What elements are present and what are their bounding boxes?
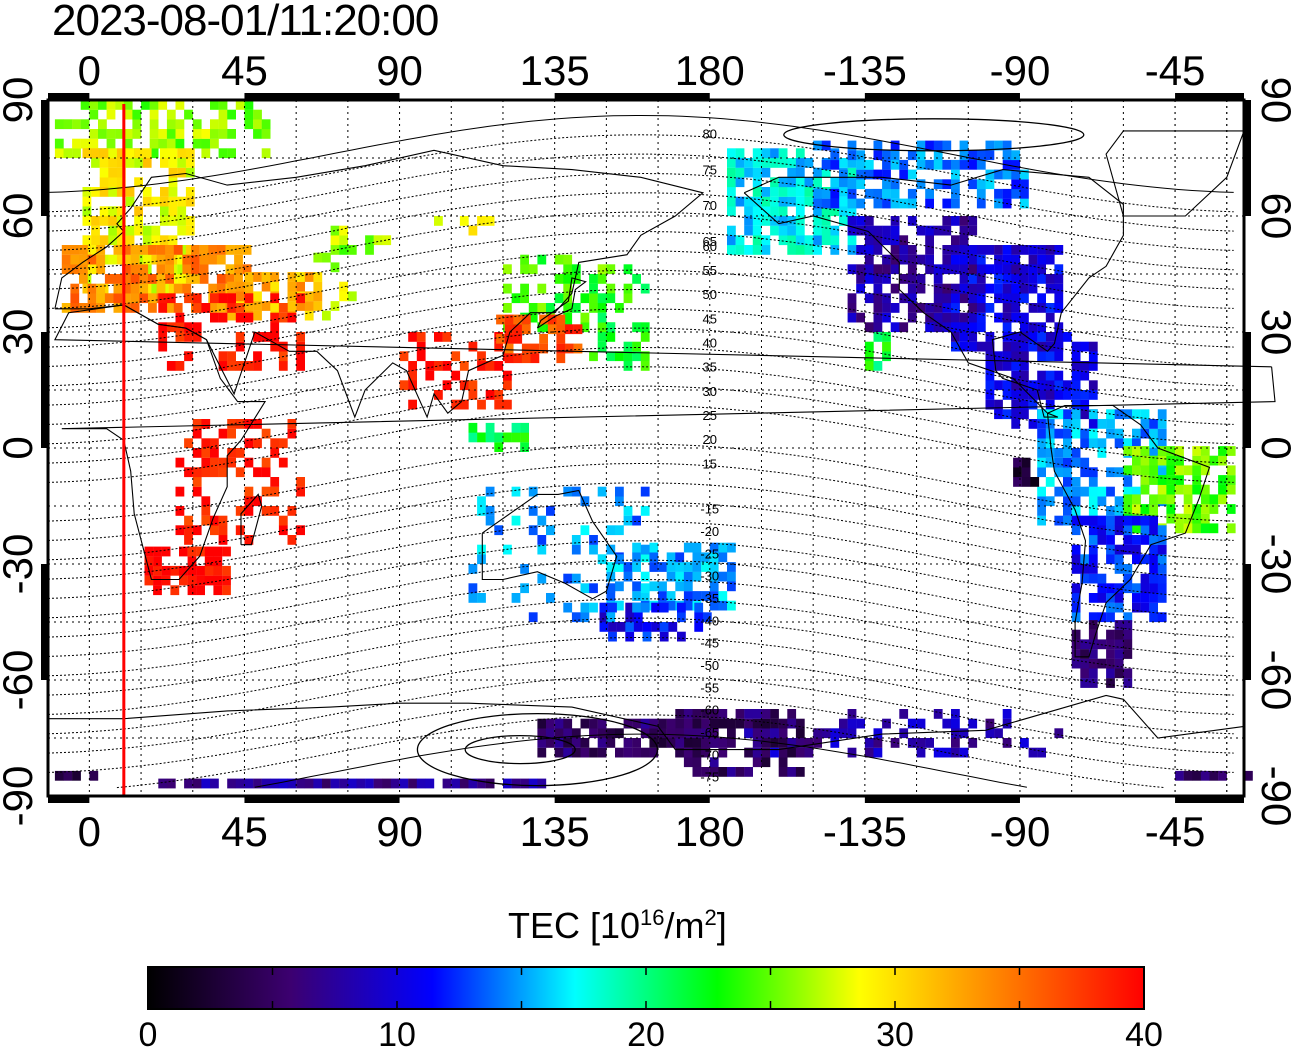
lat-tick-left: -60 [0, 650, 41, 711]
mlat-label: -50 [700, 658, 719, 673]
mlat-label: 30 [703, 384, 717, 399]
mlat-label: 45 [703, 311, 717, 326]
lon-tick-top: 180 [675, 47, 745, 94]
magnetic-latitude-contours [47, 114, 1234, 789]
mlat-label: 65 [703, 234, 717, 249]
axis-tick-labels: 0 45 90 135 180 -135 -90 -45 0 45 90 135 180 -135 -90 -… [0, 47, 1294, 855]
mlat-label: -25 [700, 546, 719, 561]
lat-tick-left: 90 [0, 77, 41, 124]
lon-tick-top: 0 [78, 47, 101, 94]
lat-tick-left: 60 [0, 193, 41, 240]
lat-tick-left: -30 [0, 534, 41, 595]
mlat-label: 70 [703, 198, 717, 213]
lon-tick-bottom: -135 [823, 808, 907, 855]
lat-lon-grid [48, 99, 1244, 797]
mlat-label: 20 [703, 432, 717, 447]
mlat-label: 15 [703, 456, 717, 471]
colorbar-tick-label: 40 [1125, 1016, 1163, 1054]
lon-tick-top: -135 [823, 47, 907, 94]
mlat-label: -40 [700, 613, 719, 628]
timestamp-title: 2023-08-01/11:20:00 [52, 0, 439, 45]
lon-tick-top: -90 [990, 47, 1051, 94]
mlat-label: 50 [703, 287, 717, 302]
lon-tick-bottom: 135 [520, 808, 590, 855]
mlat-label: -70 [700, 747, 719, 762]
mlat-label: -35 [700, 591, 719, 606]
lat-tick-right: 30 [1253, 309, 1294, 356]
lat-tick-right: -90 [1253, 766, 1294, 827]
lat-tick-right: -30 [1253, 534, 1294, 595]
mlat-label: 35 [703, 360, 717, 375]
lon-tick-bottom: 0 [78, 808, 101, 855]
mlat-label: -65 [700, 725, 719, 740]
mlat-label: 80 [703, 127, 717, 142]
mlat-label: -15 [700, 502, 719, 517]
mlat-label: -75 [700, 770, 719, 785]
mlat-label: -45 [700, 636, 719, 651]
lat-tick-right: 90 [1253, 77, 1294, 124]
mlat-label: -55 [700, 680, 719, 695]
axis-frame-bars [41, 93, 1251, 803]
mlat-label: 55 [703, 263, 717, 278]
colorbar-tick-label: 10 [378, 1016, 416, 1054]
lat-tick-left: 0 [0, 436, 41, 459]
lon-tick-bottom: 180 [675, 808, 745, 855]
mlat-label: -60 [700, 703, 719, 718]
lon-tick-top: 135 [520, 47, 590, 94]
lat-tick-right: 0 [1253, 436, 1294, 459]
colorbar-tick-label: 20 [627, 1016, 665, 1054]
colorbar-title: TEC [1016/m2] [508, 905, 727, 946]
lon-tick-bottom: 90 [376, 808, 423, 855]
colorbar-tick-label: 30 [876, 1016, 914, 1054]
mlat-label: 25 [703, 408, 717, 423]
mlat-label: -30 [700, 569, 719, 584]
mlat-label: 40 [703, 335, 717, 350]
coastlines [48, 130, 1276, 751]
mlat-label: 60 [703, 239, 717, 254]
tec-data-layer [54, 100, 1253, 789]
lon-tick-bottom: -90 [990, 808, 1051, 855]
mlat-label: -20 [700, 524, 719, 539]
lon-tick-bottom: -45 [1145, 808, 1206, 855]
lon-tick-top: 90 [376, 47, 423, 94]
lat-tick-left: -90 [0, 766, 41, 827]
lon-tick-bottom: 45 [221, 808, 268, 855]
lat-tick-left: 30 [0, 309, 41, 356]
lat-tick-right: -60 [1253, 650, 1294, 711]
lon-tick-top: -45 [1145, 47, 1206, 94]
lon-tick-top: 45 [221, 47, 268, 94]
mlat-label: 75 [703, 162, 717, 177]
lat-tick-right: 60 [1253, 193, 1294, 240]
colorbar-tick-label: 0 [138, 1016, 158, 1054]
